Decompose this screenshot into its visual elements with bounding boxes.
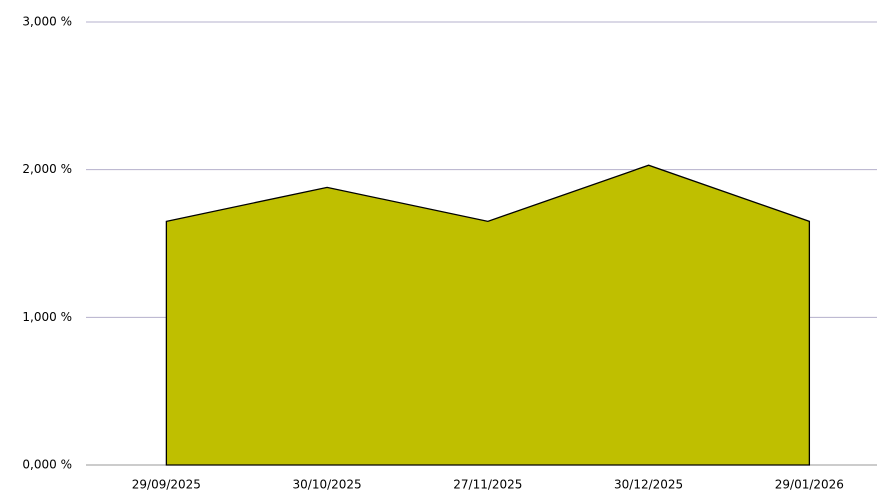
x-tick-label: 27/11/2025	[453, 478, 522, 492]
x-tick-label: 30/10/2025	[293, 478, 362, 492]
x-tick-label: 29/01/2026	[775, 478, 844, 492]
y-tick-label: 0,000 %	[22, 458, 72, 472]
area	[165, 164, 811, 466]
y-tick-label: 3,000 %	[22, 15, 72, 29]
x-tick-label: 29/09/2025	[132, 478, 201, 492]
y-tick-label: 2,000 %	[22, 162, 72, 176]
x-tick-label: 30/12/2025	[614, 478, 683, 492]
y-tick-label: 1,000 %	[22, 310, 72, 324]
